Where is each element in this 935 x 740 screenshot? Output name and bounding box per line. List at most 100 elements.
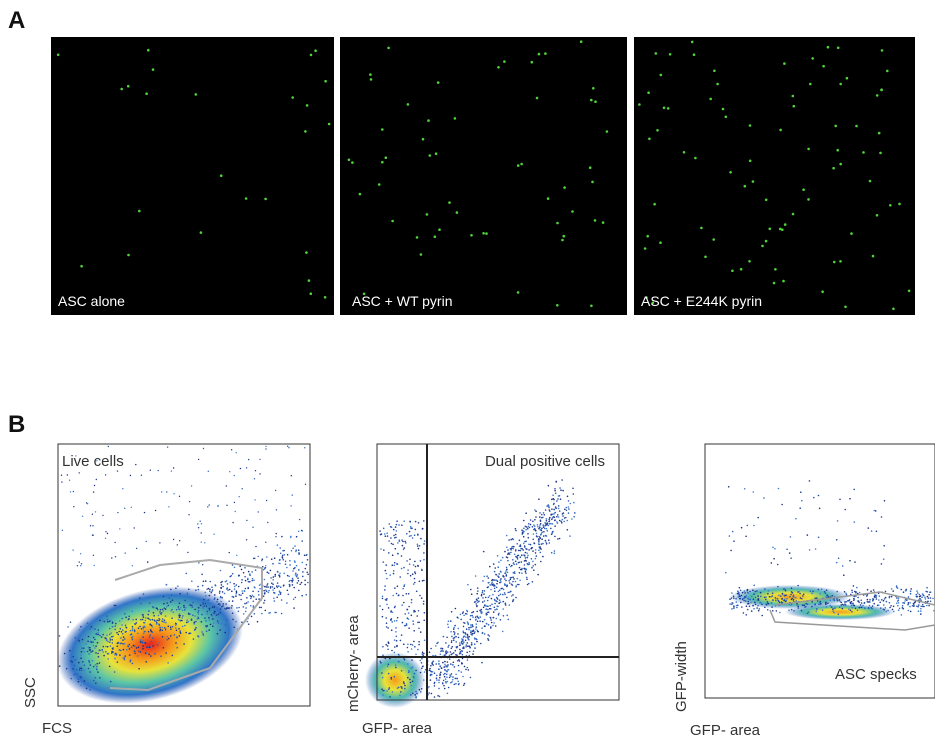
dot [407,569,409,571]
dot [747,603,749,605]
dot [219,612,221,614]
dot [96,662,99,665]
dot [763,596,766,599]
dot [562,234,566,238]
dot [889,204,892,207]
dot [461,650,463,652]
dot [278,590,281,592]
dot [410,527,412,530]
dot [471,611,473,614]
dot [403,643,405,645]
dot [390,678,393,680]
dot [388,540,390,542]
dot [388,523,391,525]
micrograph [340,37,627,315]
dot [179,592,181,595]
dot [407,676,409,679]
dot [159,612,162,615]
dot [916,590,918,592]
dot [293,607,295,609]
dot [811,600,813,603]
dot [731,602,733,604]
dot [385,643,388,646]
dot [283,572,286,575]
dot [265,590,268,592]
dot [172,467,175,469]
dot [129,601,131,604]
dot [465,644,468,646]
dot [76,658,78,661]
dot [213,612,215,614]
dot [737,590,739,592]
dot [219,590,221,593]
dot [800,609,803,612]
dot [774,548,776,550]
dot [74,659,76,661]
dot [204,542,206,544]
dot [472,650,475,652]
dot [448,654,451,657]
dot [514,560,517,563]
dot [485,608,487,611]
dot [558,519,561,522]
dot [839,162,842,166]
dot [539,546,541,548]
dot [920,610,922,612]
dot [571,210,574,213]
dot [229,575,231,578]
dot [788,603,791,606]
dot [781,598,783,600]
dot [275,536,277,538]
dot [821,609,824,611]
dot [385,622,388,624]
dot [875,94,879,97]
dot [88,653,90,655]
dot [411,537,414,539]
dot [168,506,170,508]
dot [208,629,210,631]
dot [217,606,219,609]
dot [502,600,505,603]
dot [801,604,804,606]
dot [770,562,773,564]
dot [298,589,300,592]
dot [445,673,448,676]
dot [464,632,466,634]
dot [188,514,190,516]
dot [757,609,760,612]
dot [545,543,548,545]
dot [415,696,418,698]
dot [111,651,114,653]
dot [148,618,150,620]
dot [181,609,184,612]
dot [431,662,433,664]
dot [114,541,116,544]
dot [451,635,453,638]
dot [487,634,490,636]
dot [546,522,548,524]
dot [559,487,561,489]
dot [752,598,755,600]
dot [868,604,871,607]
dot [120,642,123,644]
dot [171,625,174,628]
dot [747,592,750,594]
dot [106,621,109,623]
dot [204,602,207,605]
dot [404,613,407,615]
dot [219,595,222,598]
y-axis-label: GFP-width [673,641,690,712]
dot [799,592,801,595]
dot [108,627,111,630]
dot [498,612,500,615]
dot [239,467,242,470]
dot [476,615,479,618]
dot [477,630,480,633]
dot [255,598,257,600]
dot [454,635,457,638]
dot [515,548,517,551]
dot [184,624,186,627]
dot [175,629,178,632]
dot [300,581,303,584]
dot [413,630,416,632]
